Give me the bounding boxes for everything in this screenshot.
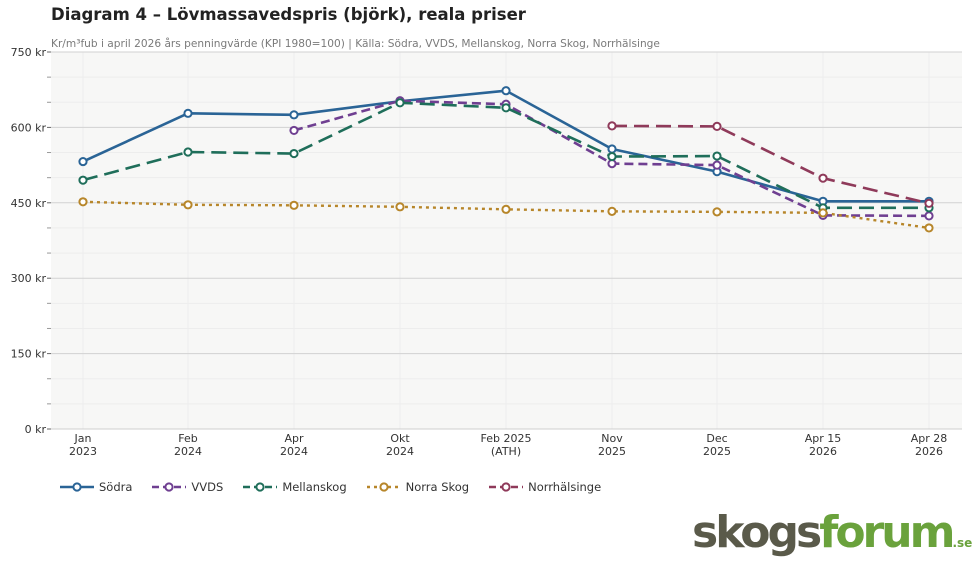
- legend-label-sodra: Södra: [99, 480, 133, 494]
- data-point-mellanskog: [289, 148, 299, 159]
- data-point-norrhalsinge: [924, 198, 934, 208]
- logo-suffix: .se: [952, 536, 973, 550]
- x-tick-label: Okt 2024: [386, 432, 414, 458]
- legend-label-norra-skog: Norra Skog: [405, 480, 470, 494]
- y-tick-label: 600 kr: [11, 121, 47, 134]
- data-point-sodra: [501, 86, 511, 96]
- x-tick-label: Nov 2025: [598, 432, 626, 458]
- legend-swatch-norrhalsinge: [489, 482, 524, 492]
- data-point-norra-skog: [289, 200, 299, 210]
- data-point-norra-skog: [607, 206, 617, 216]
- data-point-norra-skog: [924, 223, 934, 233]
- logo-word-skogs: skogs: [692, 507, 822, 558]
- legend-item-norra-skog: Norra Skog: [365, 480, 469, 494]
- data-point-norra-skog: [501, 204, 511, 214]
- data-point-mellanskog: [395, 98, 405, 108]
- x-tick-label: Dec 2025: [703, 432, 731, 458]
- data-point-vvds: [924, 211, 934, 221]
- legend-swatch-sodra: [60, 482, 94, 492]
- x-tick-label: Feb 2024: [174, 432, 202, 458]
- y-tick-label: 300 kr: [11, 272, 47, 285]
- data-point-norrhalsinge: [607, 121, 617, 131]
- x-tick-label: Apr 28 2026: [911, 432, 948, 458]
- x-tick-label: Jan 2023: [69, 432, 97, 458]
- data-point-vvds: [289, 125, 299, 136]
- data-point-norra-skog: [183, 200, 193, 210]
- y-tick-label: 750 kr: [11, 46, 47, 59]
- data-point-norrhalsinge: [818, 173, 828, 183]
- data-point-mellanskog: [78, 175, 88, 185]
- data-point-mellanskog: [183, 147, 193, 157]
- y-tick-label: 0 kr: [25, 423, 47, 436]
- x-tick-label: Apr 2024: [280, 432, 308, 458]
- data-point-mellanskog: [712, 151, 722, 161]
- data-point-norra-skog: [818, 208, 828, 218]
- chart-subtitle: Kr/m³fub i april 2026 års penningvärde (…: [51, 38, 660, 50]
- legend-item-mellanskog: Mellanskog: [241, 480, 347, 494]
- legend-label-vvds: VVDS: [191, 480, 224, 494]
- legend-swatch-mellanskog: [243, 482, 278, 492]
- legend-label-norrhalsinge: Norrhälsinge: [528, 480, 602, 494]
- legend-swatch-norra-skog: [366, 482, 401, 492]
- data-point-sodra: [289, 110, 299, 120]
- legend-label-mellanskog: Mellanskog: [282, 480, 347, 494]
- series-line-norrhalsinge: [611, 124, 930, 205]
- data-point-sodra: [183, 108, 193, 118]
- data-point-norra-skog: [395, 202, 405, 212]
- legend-item-vvds: VVDS: [150, 480, 223, 494]
- data-point-norra-skog: [712, 207, 722, 217]
- data-point-norrhalsinge: [712, 121, 722, 131]
- chart-legend: Södra VVDS Mellanskog Norra Skog Norrhälsing…: [58, 480, 619, 494]
- legend-swatch-vvds: [152, 482, 187, 492]
- data-point-vvds: [712, 160, 722, 170]
- data-point-norra-skog: [78, 197, 88, 207]
- legend-item-norrhalsinge: Norrhälsinge: [487, 480, 601, 494]
- x-tick-label: Apr 15 2026: [805, 432, 842, 458]
- y-tick-label: 150 kr: [11, 348, 47, 361]
- data-point-sodra: [78, 156, 88, 167]
- legend-item-sodra: Södra: [58, 480, 132, 494]
- data-point-mellanskog: [501, 103, 511, 113]
- series-line-mellanskog: [82, 101, 929, 210]
- chart-title: Diagram 4 – Lövmassavedspris (björk), re…: [51, 5, 526, 24]
- series-line-norra-skog: [82, 200, 930, 230]
- data-point-sodra: [607, 144, 617, 154]
- skogsforum-logo: skogsforum.se: [692, 503, 972, 573]
- x-tick-label: Feb 2025 (ATH): [481, 432, 532, 458]
- data-point-mellanskog: [607, 151, 617, 162]
- y-tick-label: 450 kr: [11, 197, 47, 210]
- logo-word-forum: forum: [819, 507, 955, 558]
